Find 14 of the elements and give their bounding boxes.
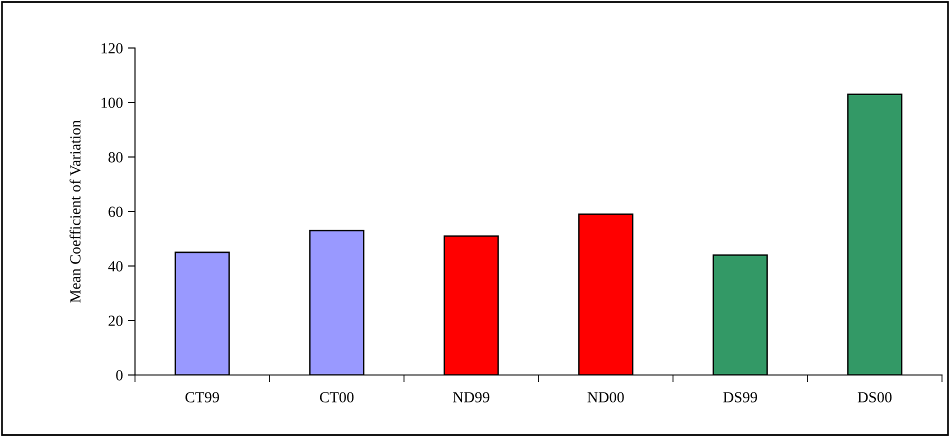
- y-axis-title: Mean Coefficient of Variation: [70, 120, 81, 303]
- x-tick-label: ND00: [588, 392, 624, 402]
- y-tick-label: 20: [108, 316, 123, 326]
- y-tick-label: 40: [108, 261, 123, 272]
- y-tick-label: 0: [116, 370, 123, 380]
- x-tick-label: ND99: [453, 392, 490, 402]
- y-tick-label: 100: [102, 98, 123, 108]
- y-tick-label: 80: [108, 152, 123, 162]
- x-tick-label: DS99: [723, 392, 758, 402]
- x-tick-label: CT99: [185, 392, 220, 402]
- y-tick-label: 120: [102, 43, 123, 54]
- x-tick-label: DS00: [858, 392, 892, 402]
- x-tick-label: CT00: [320, 392, 354, 402]
- y-tick-label: 60: [108, 206, 123, 217]
